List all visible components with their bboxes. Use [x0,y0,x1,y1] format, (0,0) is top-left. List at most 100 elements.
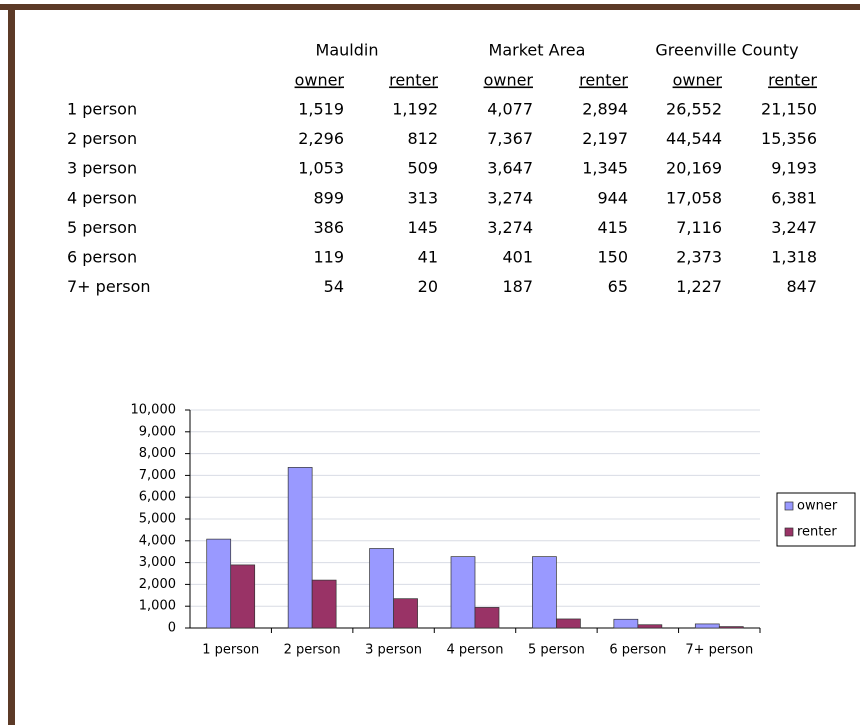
x-tick-label: 2 person [284,643,341,658]
table-cell: 1,345 [582,159,628,178]
table-cell: 145 [407,218,438,237]
table-cell: 812 [407,129,438,148]
bar [450,556,476,629]
table-cell: 313 [407,188,438,207]
bar [311,579,337,629]
y-tick-label: 2,000 [139,577,176,592]
table-cell: 944 [597,188,628,207]
column-header: owner [484,71,534,90]
table-cell: 1,318 [771,248,817,267]
bar [474,607,500,629]
group-header: Mauldin [316,41,379,60]
legend-box [776,492,856,547]
y-tick-label: 8,000 [139,446,176,461]
table-cell: 1,227 [676,277,722,296]
table-cell: 2,894 [582,100,628,119]
row-label: 5 person [67,218,137,237]
bar [718,626,744,629]
bar [556,618,581,629]
table-cell: 2,197 [582,129,628,148]
y-tick-label: 4,000 [139,533,176,548]
table-cell: 20,169 [666,159,722,178]
table-cell: 386 [313,218,344,237]
y-tick-label: 3,000 [139,555,176,570]
row-label: 7+ person [67,277,151,296]
table-cell: 415 [597,218,628,237]
table-cell: 2,296 [298,129,344,148]
table-cell: 7,116 [676,218,722,237]
y-tick-label: 1,000 [139,599,176,614]
y-tick-label: 0 [168,621,176,636]
bar [287,467,313,629]
y-tick-label: 10,000 [131,403,177,418]
table-cell: 6,381 [771,188,817,207]
table-cell: 847 [786,277,817,296]
table-cell: 44,544 [666,129,722,148]
column-header: renter [389,71,438,90]
bar [694,623,720,629]
group-header: Greenville County [655,41,798,60]
group-header: Market Area [489,41,586,60]
table-cell: 41 [418,248,438,267]
x-tick-label: 1 person [202,643,259,658]
legend-swatch [784,501,794,511]
table-cell: 899 [313,188,344,207]
y-tick-label: 9,000 [139,424,176,439]
x-tick-label: 5 person [528,643,585,658]
legend-swatch [784,527,794,537]
bar [369,548,394,629]
column-header: renter [579,71,628,90]
table-cell: 509 [407,159,438,178]
legend-label: owner [797,499,838,514]
table-cell: 3,247 [771,218,817,237]
table-cell: 20 [418,277,438,296]
row-label: 3 person [67,159,137,178]
bar [532,556,557,629]
row-label: 2 person [67,129,137,148]
table-cell: 9,193 [771,159,817,178]
x-tick-label: 3 person [365,643,422,658]
column-header: owner [673,71,723,90]
table-cell: 26,552 [666,100,722,119]
row-label: 4 person [67,188,137,207]
table-cell: 1,519 [298,100,344,119]
y-tick-label: 5,000 [139,512,176,527]
column-header: renter [768,71,817,90]
y-tick-label: 7,000 [139,468,176,483]
table-cell: 119 [313,248,344,267]
table-cell: 3,274 [487,218,533,237]
bar [206,538,232,629]
row-label: 1 person [67,100,137,119]
row-label: 6 person [67,248,137,267]
y-tick-label: 6,000 [139,490,176,505]
table-cell: 150 [597,248,628,267]
x-tick-label: 7+ person [685,643,753,658]
bar [613,618,639,629]
column-header: owner [295,71,345,90]
table-cell: 187 [502,277,533,296]
left-border [8,4,15,725]
table-cell: 17,058 [666,188,722,207]
top-border [0,4,860,10]
table-cell: 3,647 [487,159,533,178]
table-cell: 65 [608,277,628,296]
table-cell: 401 [502,248,533,267]
table-cell: 3,274 [487,188,533,207]
table-cell: 1,053 [298,159,344,178]
x-tick-label: 4 person [447,643,504,658]
x-tick-label: 6 person [609,643,666,658]
bar [637,624,663,629]
bar [393,598,418,629]
bar [230,564,256,629]
table-cell: 7,367 [487,129,533,148]
table-cell: 1,192 [392,100,438,119]
table-cell: 15,356 [761,129,817,148]
table-cell: 54 [324,277,344,296]
table-cell: 4,077 [487,100,533,119]
legend-label: renter [797,525,837,540]
table-cell: 2,373 [676,248,722,267]
table-cell: 21,150 [761,100,817,119]
